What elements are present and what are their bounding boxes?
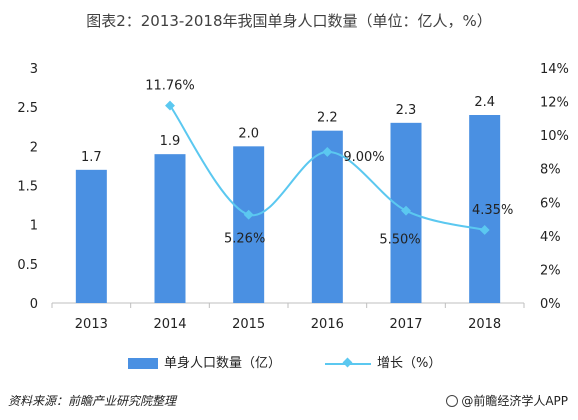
bar xyxy=(469,115,501,303)
growth-marker xyxy=(479,225,490,235)
chart-title: 图表2：2013-2018年我国单身人口数量（单位：亿人，%） xyxy=(86,12,492,30)
x-tick-label: 2018 xyxy=(468,317,501,332)
growth-marker xyxy=(243,209,254,220)
x-tick-label: 2015 xyxy=(232,317,265,332)
y-right-tick-label: 10% xyxy=(540,129,569,144)
legend-item-line: 增长（%） xyxy=(325,355,441,373)
y-right-tick-label: 14% xyxy=(540,62,569,77)
bar xyxy=(75,169,107,303)
growth-value-label: 9.00% xyxy=(343,150,384,165)
y-left-tick-label: 2 xyxy=(30,140,38,155)
bar xyxy=(233,146,265,303)
bar-value-label: 2.4 xyxy=(474,95,495,110)
brand-credit: @前瞻经济学人APP xyxy=(446,392,568,409)
brand-logo-icon xyxy=(446,395,459,407)
y-left-tick-label: 2.5 xyxy=(17,101,38,116)
bar-value-label: 2.0 xyxy=(238,126,259,141)
bar xyxy=(311,130,343,303)
x-tick-label: 2016 xyxy=(311,317,344,332)
legend-swatch-bar xyxy=(128,358,158,369)
y-left-tick-label: 1.5 xyxy=(17,180,38,195)
bar-value-label: 2.3 xyxy=(396,103,417,118)
growth-value-label: 5.50% xyxy=(379,233,420,248)
bar-value-label: 1.9 xyxy=(160,134,181,149)
growth-marker xyxy=(322,146,333,157)
y-right-tick-label: 6% xyxy=(540,196,561,211)
y-right-tick-label: 2% xyxy=(540,263,561,278)
x-tick-label: 2017 xyxy=(389,317,422,332)
bar-value-label: 1.7 xyxy=(81,150,102,165)
y-left-tick-label: 3 xyxy=(30,62,38,77)
y-left-tick-label: 0.5 xyxy=(17,258,38,273)
growth-value-label: 5.26% xyxy=(224,232,265,247)
bar xyxy=(154,154,186,303)
source-note: 资料来源：前瞻产业研究院整理 xyxy=(8,394,177,408)
growth-value-label: 4.35% xyxy=(472,203,513,218)
y-left-tick-label: 1 xyxy=(30,219,38,234)
y-right-tick-label: 12% xyxy=(540,96,569,111)
x-tick-label: 2014 xyxy=(153,317,186,332)
growth-marker xyxy=(165,100,175,111)
legend-label-bars: 单身人口数量（亿） xyxy=(164,356,282,371)
brand-label: @前瞻经济学人APP xyxy=(461,394,568,408)
legend: 单身人口数量（亿） 增长（%） xyxy=(120,355,460,373)
growth-marker xyxy=(401,205,411,216)
y-right-tick-label: 0% xyxy=(540,297,561,312)
legend-swatch-line xyxy=(325,358,371,369)
x-tick-label: 2013 xyxy=(75,317,108,332)
bar-value-label: 2.2 xyxy=(317,111,338,126)
y-right-tick-label: 8% xyxy=(540,163,561,178)
legend-item-bars: 单身人口数量（亿） xyxy=(128,355,281,373)
legend-label-line: 增长（%） xyxy=(377,356,442,371)
y-left-tick-label: 0 xyxy=(30,297,38,312)
growth-value-label: 11.76% xyxy=(145,79,195,94)
y-right-tick-label: 4% xyxy=(540,230,561,245)
